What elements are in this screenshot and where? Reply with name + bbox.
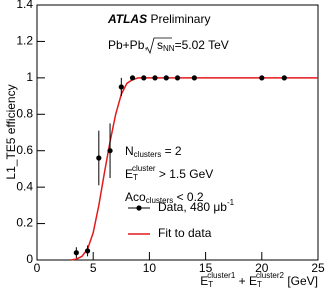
collision-label: Pb+Pb, sNN=5.02 TeV xyxy=(108,38,229,53)
data-point xyxy=(107,148,113,154)
data-point xyxy=(141,75,147,81)
y-tick-label: 1.2 xyxy=(16,34,33,48)
brand: ATLAS Preliminary xyxy=(107,12,210,26)
data-point xyxy=(281,75,287,81)
annotation: Acoclusters < 0.2 xyxy=(125,190,204,205)
sqrt-sign xyxy=(146,37,172,55)
y-tick-label: 1 xyxy=(26,70,33,84)
y-tick-label: 0.6 xyxy=(16,143,33,157)
y-tick-label: 0.2 xyxy=(16,216,33,230)
data-point xyxy=(259,75,265,81)
data-point xyxy=(152,75,158,81)
x-tick-label: 15 xyxy=(199,261,213,275)
x-tick-label: 0 xyxy=(34,261,41,275)
y-tick-label: 0.8 xyxy=(16,106,33,120)
y-axis-label: L1_TE5 efficiency xyxy=(4,84,18,179)
data-point xyxy=(118,84,124,90)
data-point xyxy=(73,250,79,256)
annotation: ETcluster > 1.5 GeV xyxy=(125,164,213,182)
plot-frame xyxy=(36,4,319,261)
data-point xyxy=(191,75,197,81)
data-point xyxy=(96,155,102,161)
data-point xyxy=(84,248,91,254)
data-point xyxy=(163,75,169,81)
x-tick-label: 10 xyxy=(143,261,157,275)
annotation: Nclusters = 2 xyxy=(125,144,182,159)
data-point xyxy=(129,75,136,81)
legend-marker xyxy=(136,205,142,211)
y-tick-label: 1.4 xyxy=(16,0,33,11)
x-axis-label: ETcluster1 + ETcluster2 [GeV] xyxy=(200,271,318,289)
legend-label: Data, 480 μb-1 xyxy=(158,198,235,214)
x-tick-label: 25 xyxy=(311,261,325,275)
x-tick-label: 5 xyxy=(90,261,97,275)
y-tick-label: 0.4 xyxy=(16,179,33,193)
legend-label: Fit to data xyxy=(158,226,212,240)
y-tick-label: 0 xyxy=(26,252,33,266)
x-tick-label: 20 xyxy=(255,261,269,275)
data-point xyxy=(174,75,181,81)
